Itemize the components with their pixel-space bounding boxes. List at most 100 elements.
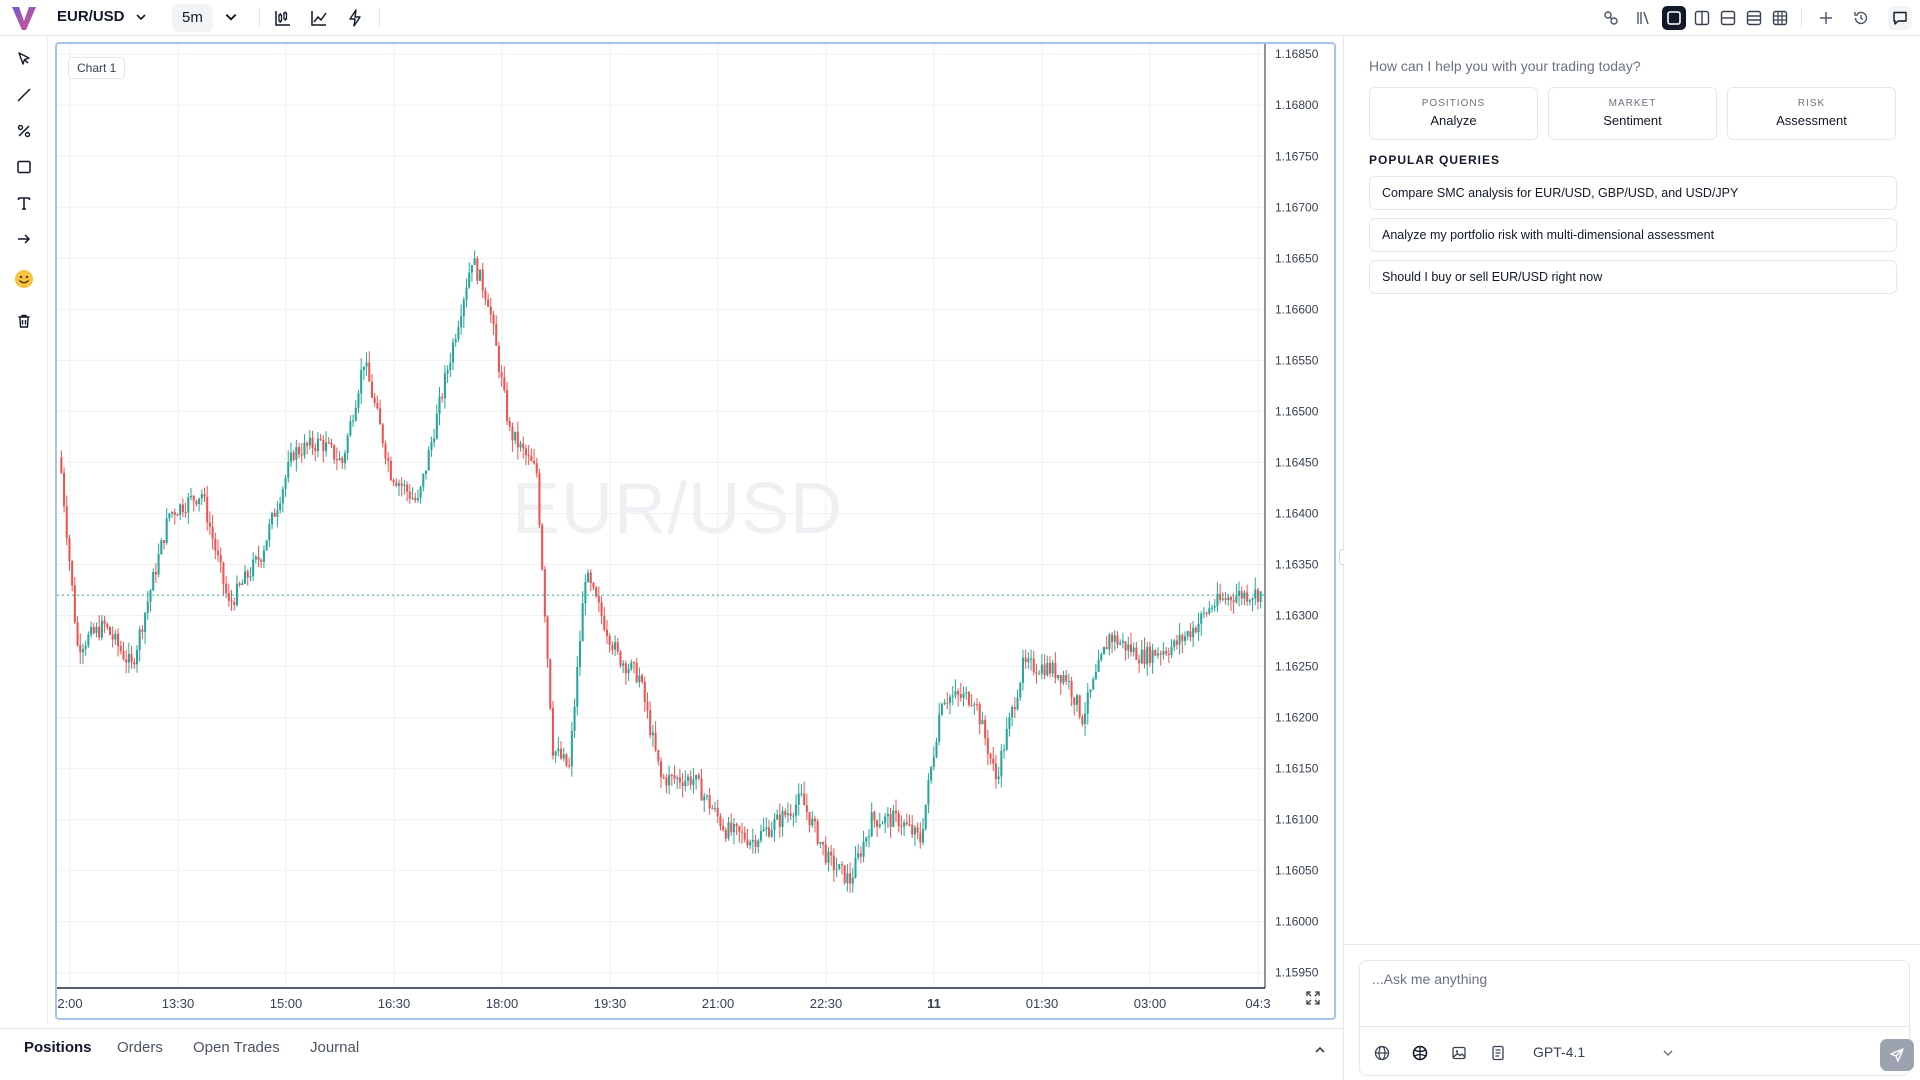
fullscreen-expand-icon[interactable]	[1303, 988, 1323, 1008]
web-search-icon[interactable]	[1410, 1043, 1430, 1063]
candle	[551, 700, 554, 760]
arrow-tool-icon[interactable]	[12, 227, 36, 251]
candle	[125, 649, 128, 674]
candle	[476, 256, 479, 285]
candle	[198, 497, 201, 512]
candle	[325, 431, 328, 457]
candle	[948, 694, 952, 715]
layout-three-rows-icon[interactable]	[1744, 8, 1764, 28]
candle	[135, 645, 139, 673]
popular-query-item[interactable]: Compare SMC analysis for EUR/USD, GBP/US…	[1369, 176, 1897, 210]
candle	[919, 822, 922, 849]
tab-open-trades[interactable]: Open Trades	[193, 1039, 280, 1056]
timeframe-chevron-down-icon[interactable]	[224, 10, 238, 24]
y-tick-label: 1.16150	[1275, 762, 1319, 776]
candle	[757, 838, 760, 853]
symbol-selector[interactable]: EUR/USD	[57, 8, 147, 25]
layout-grid-icon[interactable]	[1770, 8, 1790, 28]
chevron-down-icon[interactable]	[1662, 1047, 1674, 1059]
candle	[978, 702, 981, 734]
document-icon[interactable]	[1488, 1043, 1508, 1063]
candle	[460, 304, 463, 335]
candle	[846, 864, 849, 892]
candle	[724, 827, 727, 842]
rectangle-icon[interactable]	[12, 155, 36, 179]
candle	[106, 622, 109, 630]
candle	[108, 625, 111, 636]
layout-two-rows-icon[interactable]	[1718, 8, 1738, 28]
candle	[1078, 694, 1081, 719]
candle	[916, 822, 919, 840]
candle	[397, 479, 401, 496]
price-chart[interactable]: 1.16850 1.16800 1.16750 1.16700 1.16650 1.166…	[0, 0, 1344, 1028]
candle	[530, 448, 533, 462]
x-tick-label: 18:00	[486, 996, 519, 1011]
chat-panel-icon[interactable]	[1888, 6, 1912, 30]
candle	[789, 804, 792, 821]
chat-input[interactable]	[1372, 971, 1892, 1021]
popular-query-item[interactable]: Analyze my portfolio risk with multi-dim…	[1369, 218, 1897, 252]
candle	[657, 749, 660, 766]
tab-orders[interactable]: Orders	[117, 1039, 163, 1056]
send-button[interactable]	[1880, 1039, 1914, 1071]
globe-icon[interactable]	[1372, 1043, 1392, 1063]
candle	[1259, 591, 1262, 609]
candle	[816, 818, 819, 846]
app-logo-icon[interactable]	[10, 4, 38, 32]
image-upload-icon[interactable]	[1449, 1043, 1469, 1063]
add-icon[interactable]	[1816, 8, 1836, 28]
candle	[873, 810, 876, 828]
risk-assessment-card[interactable]: RISK Assessment	[1727, 87, 1896, 140]
candles-chart-type-icon[interactable]	[273, 8, 293, 28]
candle	[295, 439, 298, 472]
candle	[389, 456, 392, 482]
candle	[406, 481, 409, 502]
candle	[478, 269, 482, 282]
candle	[689, 770, 692, 790]
candle	[1000, 744, 1003, 788]
trash-icon[interactable]	[12, 309, 36, 333]
x-tick-label: 13:30	[162, 996, 195, 1011]
lightning-icon[interactable]	[345, 8, 365, 28]
layout-single-icon[interactable]	[1662, 6, 1686, 30]
text-tool-icon[interactable]	[12, 191, 36, 215]
library-icon[interactable]	[1633, 8, 1653, 28]
compare-link-icon[interactable]	[1601, 8, 1621, 28]
candle	[1100, 652, 1103, 663]
history-icon[interactable]	[1851, 8, 1871, 28]
cursor-icon[interactable]	[12, 47, 36, 71]
bottom-panel-tabs: Positions Orders Open Trades Journal	[0, 1028, 1344, 1070]
tab-journal[interactable]: Journal	[310, 1039, 360, 1056]
candle	[962, 686, 965, 707]
chevron-up-icon[interactable]	[1314, 1044, 1326, 1056]
candle	[168, 512, 171, 522]
positions-analyze-card[interactable]: POSITIONS Analyze	[1369, 87, 1538, 140]
candle	[349, 415, 352, 437]
candle	[908, 814, 911, 827]
candle	[1175, 635, 1178, 650]
candle	[673, 765, 676, 784]
emoji-icon[interactable]	[12, 267, 36, 291]
candle	[322, 435, 325, 463]
candle	[822, 841, 825, 856]
timeframe-button[interactable]: 5m	[172, 4, 213, 32]
tab-positions[interactable]: Positions	[24, 1039, 92, 1056]
candle	[519, 440, 522, 452]
candle	[824, 836, 827, 866]
trend-line-icon[interactable]	[12, 83, 36, 107]
candle	[886, 807, 889, 829]
market-sentiment-card[interactable]: MARKET Sentiment	[1548, 87, 1717, 140]
y-tick-label: 1.16500	[1275, 404, 1319, 418]
candle	[927, 773, 930, 814]
candle	[973, 701, 976, 715]
fibonacci-percent-icon[interactable]	[12, 119, 36, 143]
x-tick-label: 21:00	[702, 996, 735, 1011]
candle	[984, 715, 987, 746]
candle	[1040, 653, 1043, 679]
popular-query-item[interactable]: Should I buy or sell EUR/USD right now	[1369, 260, 1897, 294]
y-tick-label: 1.16300	[1275, 609, 1319, 623]
layout-two-columns-icon[interactable]	[1692, 8, 1712, 28]
indicators-icon[interactable]	[309, 8, 329, 28]
model-selector[interactable]: GPT-4.1	[1533, 1044, 1586, 1060]
candle	[1202, 607, 1205, 619]
